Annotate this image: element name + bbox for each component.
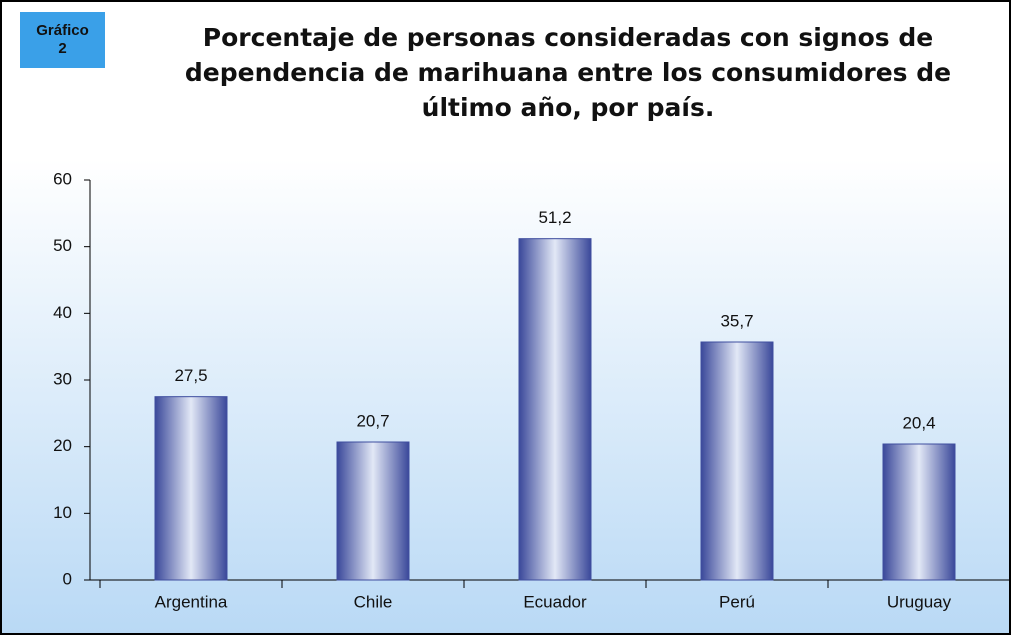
bar [336, 441, 410, 581]
x-tick-label: Chile [354, 592, 393, 611]
y-tick-label: 40 [53, 303, 72, 322]
badge: Gráfico 2 [20, 12, 105, 68]
value-label: 20,4 [902, 413, 935, 432]
value-label: 35,7 [720, 311, 753, 330]
y-tick-label: 50 [53, 236, 72, 255]
bar [518, 238, 592, 581]
x-tick-label: Argentina [155, 592, 228, 611]
y-tick-label: 60 [53, 169, 72, 188]
chart-title: Porcentaje de personas consideradas con … [184, 23, 952, 122]
y-tick-label: 0 [63, 569, 72, 588]
bar [882, 443, 956, 581]
badge-text: Gráfico [36, 22, 89, 39]
x-tick-label: Uruguay [887, 592, 952, 611]
y-tick-label: 10 [53, 503, 72, 522]
badge-number: 2 [58, 40, 67, 57]
y-tick-label: 20 [53, 436, 72, 455]
x-tick-label: Ecuador [523, 592, 587, 611]
value-label: 27,5 [174, 366, 207, 385]
bar [154, 396, 228, 581]
value-label: 51,2 [538, 208, 571, 227]
bar [700, 341, 774, 581]
y-tick-label: 30 [53, 369, 72, 388]
x-tick-label: Perú [719, 592, 755, 611]
value-label: 20,7 [356, 411, 389, 430]
